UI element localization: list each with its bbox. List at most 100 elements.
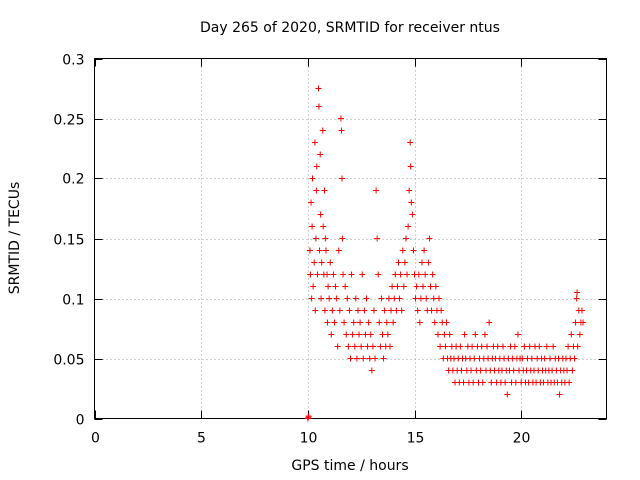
data-point (470, 379, 477, 386)
data-point (469, 343, 476, 350)
y-tick-label: 0 (76, 413, 85, 429)
data-point (460, 379, 467, 386)
data-point (338, 175, 345, 182)
data-point (512, 379, 519, 386)
data-point (376, 319, 383, 326)
data-point (305, 413, 312, 420)
data-point (389, 283, 396, 290)
grid-lines (94, 58, 607, 419)
data-point (572, 319, 579, 326)
data-point (420, 283, 427, 290)
data-point (318, 259, 325, 266)
data-point (481, 331, 488, 338)
data-point (578, 307, 585, 314)
data-point (363, 295, 370, 302)
data-point (381, 307, 388, 314)
axis-ticks (94, 58, 607, 420)
data-point (574, 343, 581, 350)
data-point (384, 331, 391, 338)
data-point (357, 319, 364, 326)
data-point (314, 271, 321, 278)
data-point (388, 307, 395, 314)
data-point (394, 283, 401, 290)
data-point (431, 319, 438, 326)
data-point (365, 319, 372, 326)
data-point (546, 355, 553, 362)
data-point (442, 343, 449, 350)
data-point (325, 283, 332, 290)
data-point (514, 331, 521, 338)
data-point (404, 271, 411, 278)
data-point (342, 283, 349, 290)
data-point (372, 355, 379, 362)
data-point (361, 307, 368, 314)
data-point (309, 175, 316, 182)
y-tick-label: 0.3 (62, 53, 84, 69)
data-point (437, 343, 444, 350)
data-point (330, 271, 337, 278)
data-point (324, 271, 331, 278)
y-tick-label: 0.2 (62, 172, 84, 188)
data-point (362, 331, 369, 338)
data-point (349, 331, 356, 338)
data-point (386, 343, 393, 350)
data-point (430, 295, 437, 302)
data-point (338, 127, 345, 134)
data-point (396, 295, 403, 302)
y-axis-label: SRMTID / TECUs (7, 182, 23, 295)
data-point (315, 103, 322, 110)
data-point (422, 271, 429, 278)
data-point (347, 355, 354, 362)
data-point (317, 151, 324, 158)
data-point (564, 367, 571, 374)
data-point (418, 259, 425, 266)
data-point (321, 307, 328, 314)
data-point (316, 247, 323, 254)
data-point (359, 271, 366, 278)
data-point (410, 247, 417, 254)
data-point (385, 295, 392, 302)
data-point (550, 343, 557, 350)
data-point (318, 295, 325, 302)
data-point (321, 187, 328, 194)
data-point (421, 247, 428, 254)
data-point (360, 355, 367, 362)
data-point (568, 331, 575, 338)
data-point (438, 307, 445, 314)
data-point (356, 331, 363, 338)
data-point (358, 343, 365, 350)
data-point (329, 307, 336, 314)
data-point (494, 343, 501, 350)
data-point (504, 391, 511, 398)
data-point (426, 235, 433, 242)
y-tick-label: 0.25 (53, 113, 84, 129)
data-point (378, 295, 385, 302)
data-point (333, 295, 340, 302)
data-point (375, 271, 382, 278)
data-point (458, 367, 465, 374)
data-point (309, 223, 316, 230)
y-tick-labels: 0 0.05 0.1 0.15 0.2 0.25 0.3 (53, 53, 84, 429)
data-point (565, 343, 572, 350)
data-point (502, 379, 509, 386)
data-point (417, 295, 424, 302)
data-point (380, 355, 387, 362)
data-point (511, 343, 518, 350)
data-point (336, 307, 343, 314)
data-point (327, 259, 334, 266)
data-point (416, 319, 423, 326)
data-point (423, 295, 430, 302)
data-point (427, 283, 434, 290)
data-point (566, 379, 573, 386)
data-point (574, 289, 581, 296)
data-point (399, 247, 406, 254)
data-point (390, 319, 397, 326)
data-point (457, 343, 464, 350)
data-point (400, 283, 407, 290)
data-point (340, 271, 347, 278)
data-point (373, 187, 380, 194)
data-point (324, 319, 331, 326)
data-point (510, 367, 517, 374)
data-point (412, 295, 419, 302)
data-point (328, 331, 335, 338)
